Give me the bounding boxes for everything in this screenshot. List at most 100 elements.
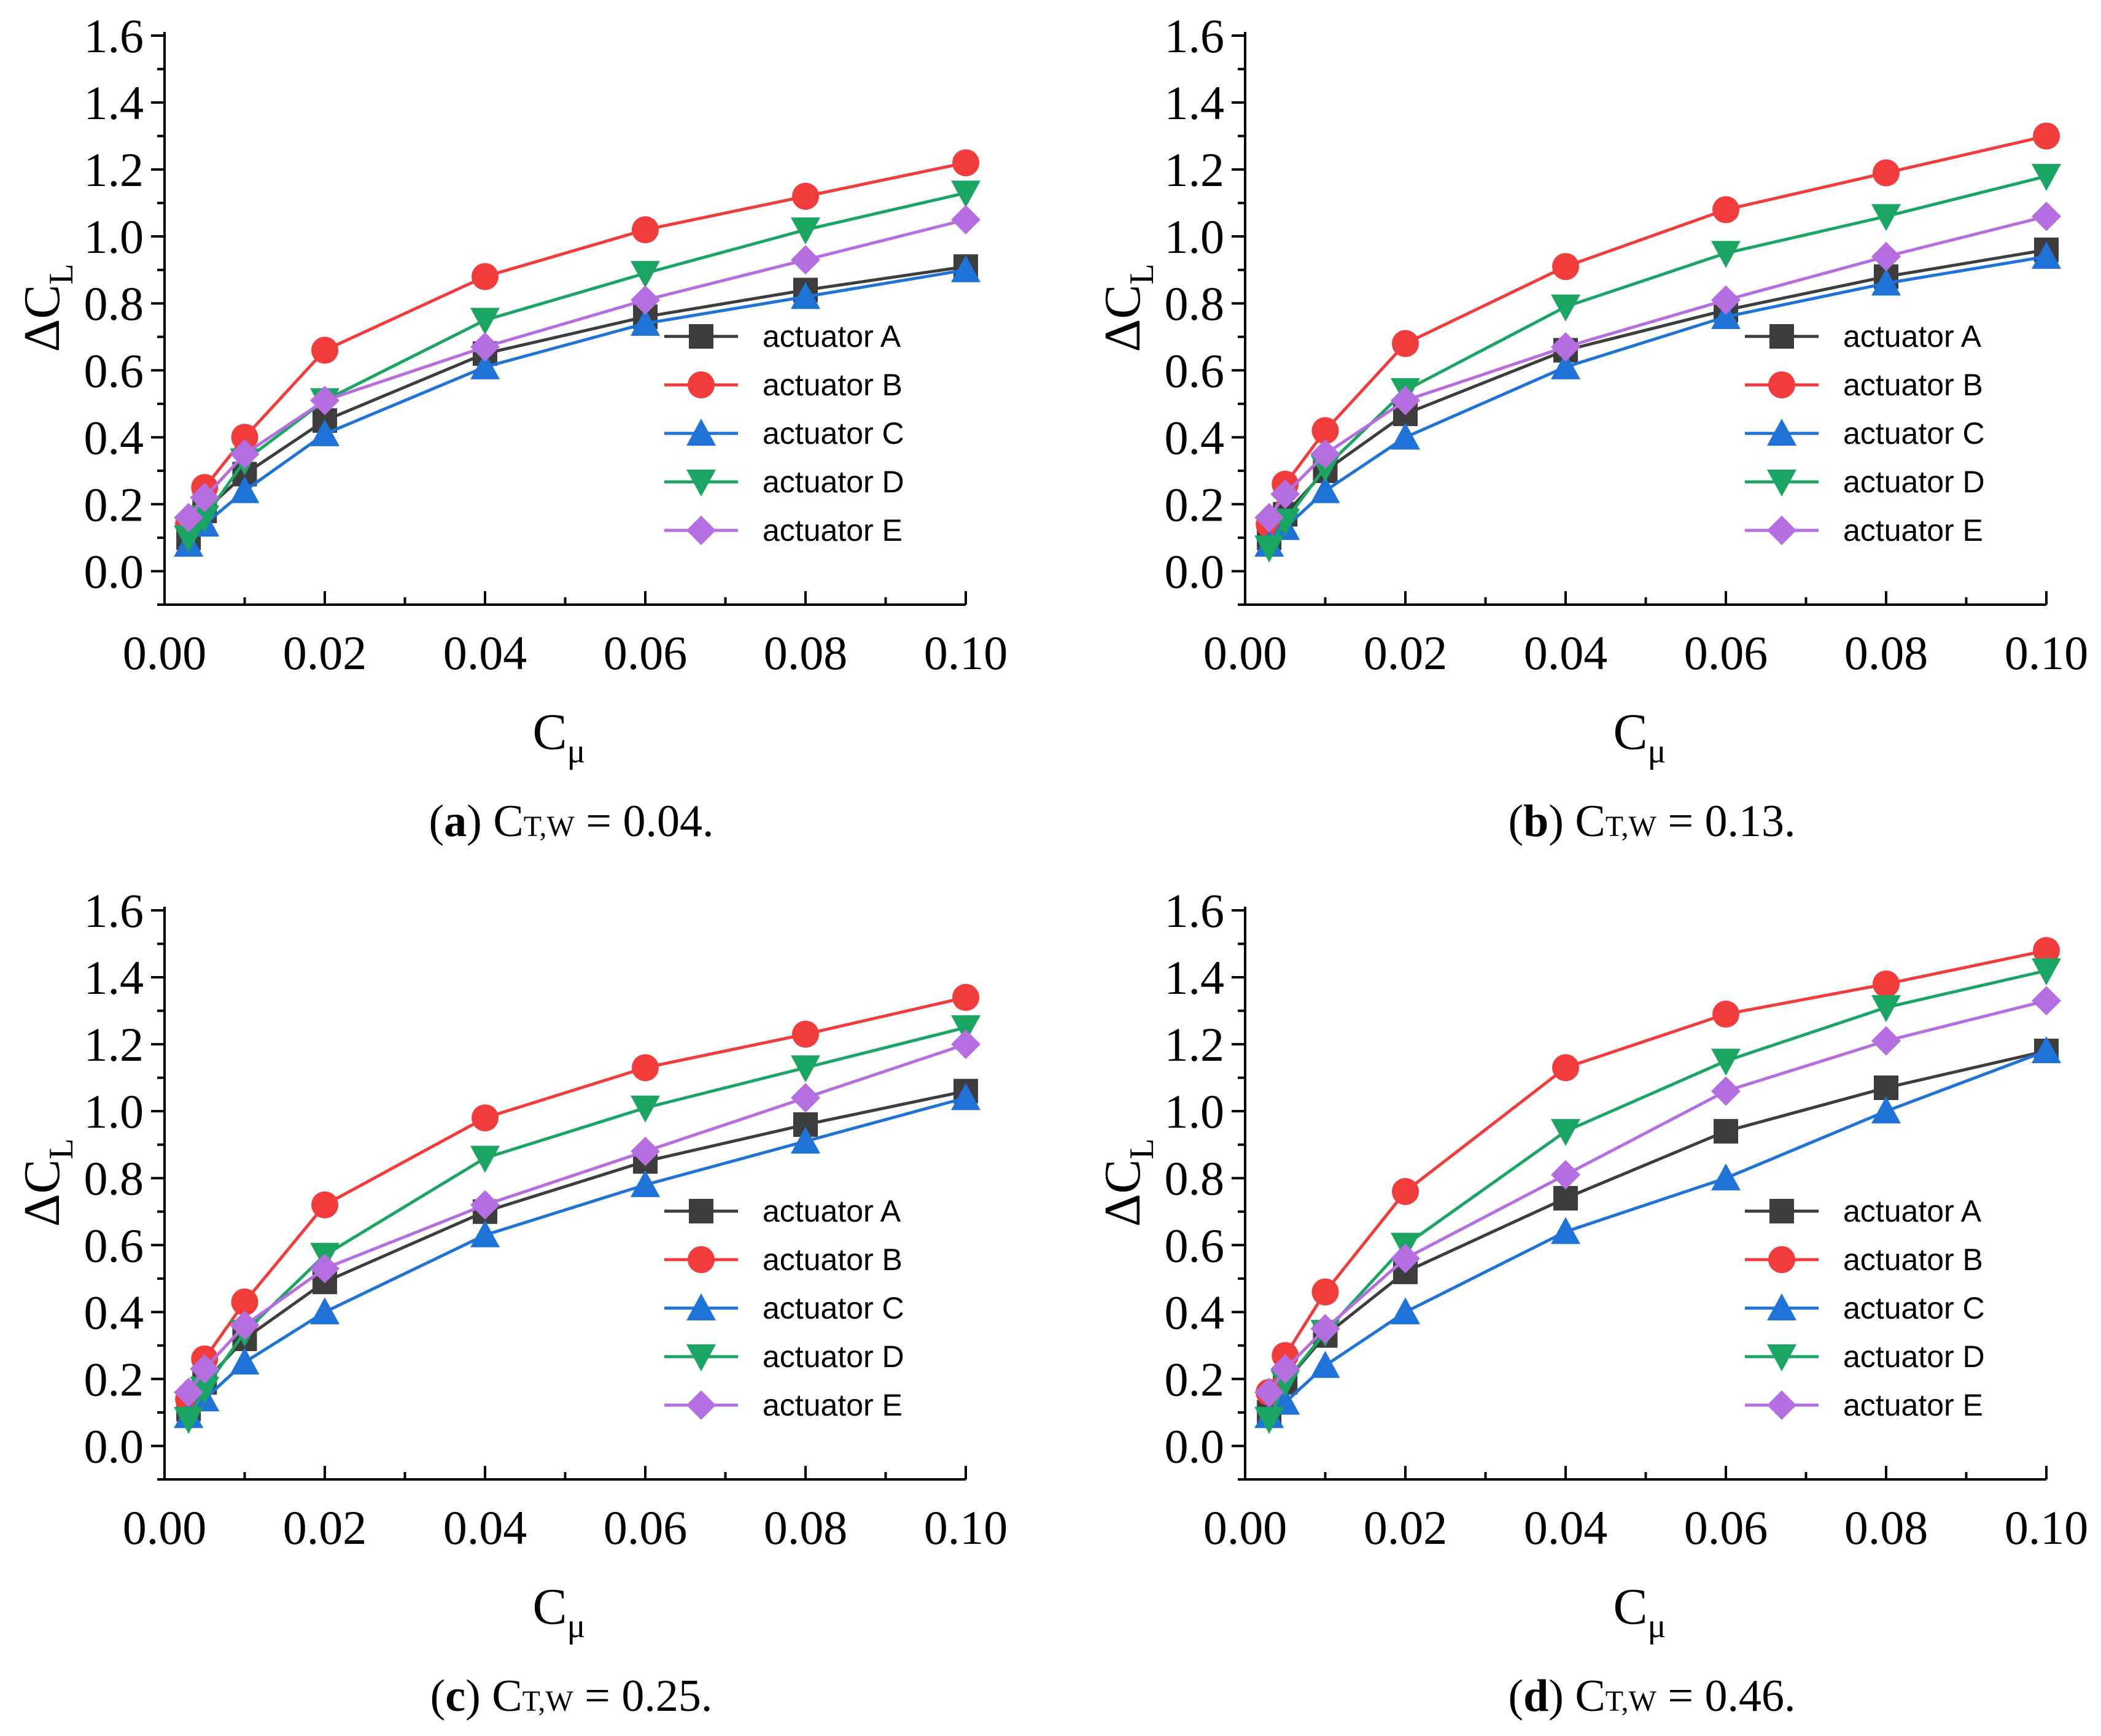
data-point — [791, 245, 820, 275]
data-point — [1254, 1378, 1284, 1408]
caption-symbol: C — [1575, 796, 1605, 847]
data-point — [1714, 1118, 1738, 1144]
legend: actuator A actuator B actuator C actuator D… — [1745, 1194, 1985, 1422]
data-point — [1873, 159, 1900, 187]
legend-item: actuator A — [664, 1194, 901, 1228]
panel-caption: (a) CT,W = 0.04. — [429, 796, 714, 847]
legend-item: actuator C — [664, 1291, 904, 1325]
y-tick-label: 0.0 — [84, 544, 144, 598]
y-tick-label: 0.2 — [84, 1352, 144, 1406]
data-point — [1310, 476, 1340, 503]
data-point — [1874, 1075, 1898, 1101]
legend-item: actuator B — [1745, 368, 1983, 402]
y-axis-title-sub: L — [42, 1138, 80, 1159]
data-point — [174, 1378, 204, 1408]
legend-marker — [1769, 324, 1794, 349]
data-point — [230, 1311, 260, 1341]
legend-label: actuator D — [1843, 1339, 1985, 1374]
caption-paren-close: ) — [467, 796, 493, 847]
series-actuator-e — [174, 204, 981, 533]
caption-subscript: T,W — [1606, 1685, 1657, 1718]
data-point — [2032, 986, 2061, 1016]
data-point — [791, 217, 820, 245]
legend-item: actuator C — [1745, 416, 1985, 451]
y-tick-label: 0.4 — [84, 411, 144, 464]
caption-paren-close: ) — [465, 1671, 492, 1721]
legend-marker — [686, 516, 716, 545]
y-tick-label: 0.0 — [84, 1419, 144, 1473]
caption-paren-close: ) — [1548, 796, 1575, 847]
chart-panel-a: 0.00 0.02 0.04 0.06 0.08 0.10 0.0 0.2 0.4 0.6 0.8 1… — [14, 9, 1008, 847]
data-point — [2032, 164, 2061, 192]
data-point — [174, 1406, 204, 1434]
data-point — [1270, 479, 1300, 510]
y-tick-label: 0.6 — [1165, 1219, 1225, 1272]
legend-marker — [1767, 470, 1796, 497]
legend-marker — [686, 1293, 716, 1320]
y-tick-label: 0.4 — [1165, 411, 1225, 464]
x-tick-label: 0.08 — [1844, 626, 1928, 680]
x-tick-label: 0.06 — [1684, 626, 1768, 680]
data-point — [951, 255, 981, 282]
data-point — [791, 1083, 820, 1113]
data-point — [472, 263, 499, 290]
x-tick-label: 0.10 — [2005, 626, 2089, 680]
legend-label: actuator D — [1843, 465, 1985, 499]
data-point — [1310, 1350, 1340, 1378]
data-point — [632, 216, 659, 244]
caption-subscript: T,W — [1606, 810, 1657, 843]
data-point — [310, 386, 340, 416]
data-point — [1311, 417, 1339, 444]
y-tick-label: 1.6 — [84, 884, 144, 937]
data-point — [1711, 1076, 1741, 1106]
y-tick-label: 0.6 — [84, 1219, 144, 1272]
data-point — [1873, 970, 1900, 998]
legend-label: actuator D — [763, 465, 904, 499]
legend-item: actuator E — [1745, 513, 1983, 548]
data-point — [472, 1104, 499, 1132]
legend-marker — [688, 1246, 715, 1273]
x-tick-label: 0.06 — [604, 626, 688, 680]
data-point — [1871, 204, 1901, 231]
legend-item: actuator D — [664, 1339, 904, 1374]
data-point — [1552, 1054, 1579, 1082]
x-axis-title-sub: μ — [567, 1607, 586, 1645]
data-point — [951, 1015, 981, 1042]
x-tick-label: 0.02 — [283, 1501, 367, 1554]
legend: actuator A actuator B actuator C actuator D… — [664, 1194, 904, 1422]
y-tick-label: 1.0 — [84, 1085, 144, 1138]
data-point — [1712, 1001, 1739, 1028]
legend-marker — [1768, 1246, 1795, 1273]
legend-label: actuator B — [763, 1242, 903, 1277]
legend-marker — [688, 371, 715, 398]
legend-label: actuator C — [763, 1291, 904, 1325]
data-point — [231, 1288, 258, 1316]
legend-item: actuator D — [1745, 1339, 1985, 1374]
legend-item: actuator E — [1745, 1388, 1983, 1422]
data-point — [1551, 352, 1580, 379]
data-point — [2032, 1036, 2061, 1064]
series-actuator-e — [1254, 986, 2061, 1408]
series-actuator-e — [174, 1029, 981, 1408]
legend-label: actuator B — [1843, 1242, 1983, 1277]
data-point — [1392, 1178, 1419, 1206]
legend-label: actuator A — [1843, 1194, 1982, 1228]
data-point — [174, 503, 204, 533]
legend-marker — [1767, 419, 1796, 446]
y-axis-title: ΔCL — [1094, 1138, 1161, 1226]
legend-item: actuator A — [1745, 1194, 1982, 1228]
data-point — [1871, 268, 1901, 296]
y-axis-title: ΔCL — [14, 263, 80, 352]
x-tick-label: 0.00 — [1203, 1501, 1287, 1554]
x-tick-label: 0.10 — [924, 1501, 1008, 1554]
data-point — [1310, 439, 1340, 469]
data-point — [2032, 201, 2061, 231]
legend-label: actuator B — [1843, 368, 1983, 402]
data-point — [1871, 1026, 1901, 1056]
caption-subscript: T,W — [522, 1685, 574, 1718]
x-tick-label: 0.06 — [604, 1501, 688, 1554]
caption-symbol: C — [493, 796, 523, 847]
y-tick-label: 0.0 — [1165, 1419, 1225, 1473]
y-axis-title: ΔCL — [14, 1138, 80, 1226]
y-tick-label: 1.2 — [84, 143, 144, 196]
